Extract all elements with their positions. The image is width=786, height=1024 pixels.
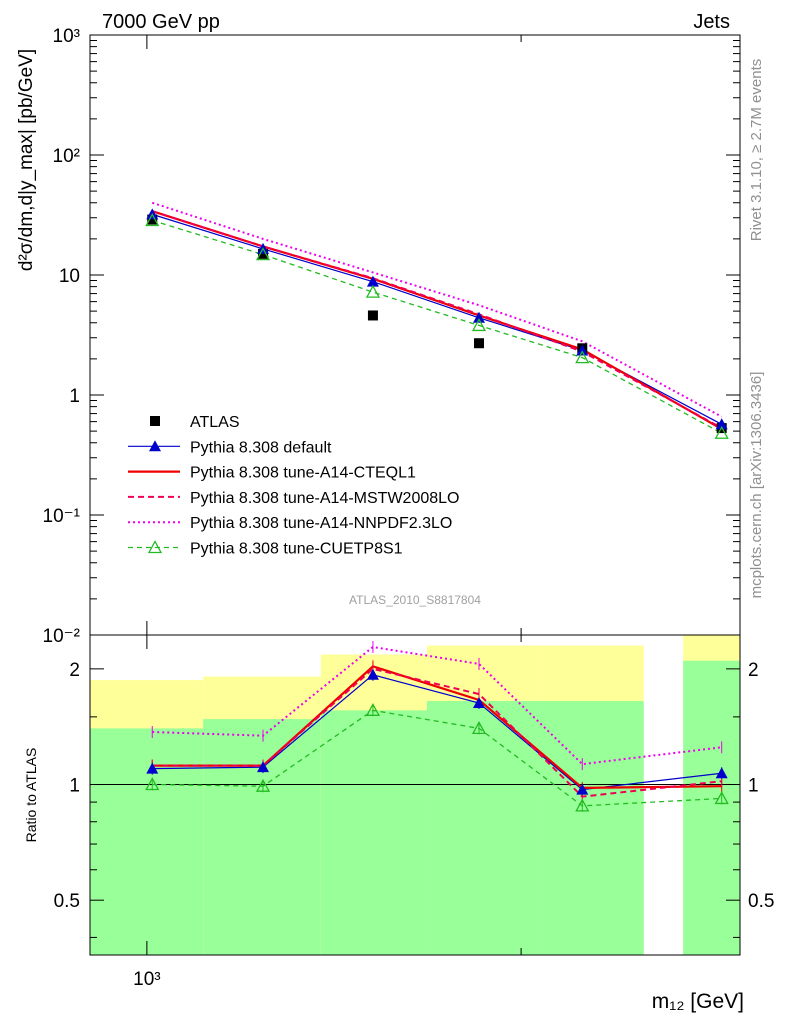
band-inner-4 (537, 700, 644, 955)
main-y-tick-label: 10⁻¹ (43, 506, 81, 527)
band-inner-0 (90, 728, 204, 955)
ratio-point-default-2 (366, 668, 379, 680)
point-default-2 (366, 275, 379, 287)
ratio-point-cuetp8s1-2 (365, 702, 381, 716)
band-inner-5 (683, 660, 740, 955)
ratio-frame (89, 634, 741, 956)
ratio-line-cuetp8s1 (152, 709, 722, 807)
ratio-point-default-1 (257, 761, 270, 773)
point-default-4 (576, 344, 589, 356)
point-data-3 (474, 338, 485, 349)
main-line-nnpdf (151, 201, 723, 418)
header-left: 7000 GeV pp (102, 11, 220, 33)
main-y-tick-label: 10² (53, 146, 80, 167)
main-line-mstw (151, 210, 723, 429)
band-inner-3 (426, 700, 538, 955)
legend-label-cuetp8s1: Pythia 8.308 tune-CUETP8S1 (190, 541, 403, 558)
legend-marker-default (149, 440, 161, 452)
point-default-5 (715, 418, 728, 430)
x-axis-label: m₁₂ [GeV] (652, 990, 744, 1013)
point-cuetp8s1-0 (145, 213, 160, 227)
legend-label-data: ATLAS (190, 414, 240, 431)
mcplots-text: mcplots.cern.ch [arXiv:1306.3436] (748, 372, 765, 599)
main-line-cuetp8s1 (152, 219, 723, 434)
point-cuetp8s1-5 (714, 425, 729, 439)
main-y-tick-label: 10⁻² (43, 626, 81, 647)
point-cuetp8s1-3 (471, 318, 487, 332)
point-cuetp8s1-1 (255, 247, 271, 261)
point-default-3 (473, 311, 486, 323)
legend-label-mstw: Pythia 8.308 tune-A14-MSTW2008LO (190, 490, 459, 507)
analysis-id: ATLAS_2010_S8817804 (349, 593, 481, 607)
ratio-y-tick-label: 1 (69, 776, 80, 797)
header-right: Jets (693, 11, 730, 33)
main-y-tick-label: 1 (69, 386, 80, 407)
legend-label-cteql1: Pythia 8.308 tune-A14-CTEQL1 (190, 465, 416, 482)
data-points (145, 208, 729, 812)
legend-marker-cuetp8s1 (147, 540, 163, 554)
legend: ATLAS Pythia 8.308 default Pythia 8.308 tu… (128, 414, 459, 558)
rivet-text: Rivet 3.1.10, ≥ 2.7M events (748, 59, 765, 242)
axes-frames (89, 34, 741, 956)
ratio-y-label: Ratio to ATLAS (23, 748, 39, 843)
main-line-default (152, 213, 722, 425)
ratio-point-cuetp8s1-3 (471, 721, 487, 735)
ratio-point-cuetp8s1-5 (714, 791, 729, 805)
legend-marker-data (150, 416, 160, 426)
axis-ticks: 10⁻² 10⁻¹ 1 10 10² 10³ 10³ 0.5 0.5 1 1 2 2 (43, 26, 775, 990)
ratio-point-default-0 (146, 762, 159, 774)
main-y-label: d²σ/dm,d|y_max| [pb/GeV] (16, 49, 37, 271)
ratio-point-cuetp8s1-4 (575, 798, 590, 812)
ratio-point-default-5 (715, 767, 728, 779)
ratio-point-cuetp8s1-1 (255, 778, 271, 792)
ratio-point-default-4 (576, 783, 589, 795)
x-tick-label: 10³ (133, 969, 160, 990)
band-inner-1 (203, 719, 321, 955)
ratio-line-nnpdf (152, 645, 722, 766)
point-data-0 (147, 214, 158, 225)
band-inner-2 (320, 710, 427, 955)
point-cuetp8s1-2 (365, 284, 381, 298)
main-y-tick-label: 10³ (53, 26, 80, 47)
main-line-cteql1 (151, 210, 723, 431)
main-y-tick-label: 10 (59, 266, 80, 287)
ratio-point-cuetp8s1-0 (145, 777, 160, 791)
ratio-y-tick-label-right: 2 (748, 660, 759, 681)
point-data-2 (367, 310, 378, 321)
ratio-line-mstw (152, 667, 722, 798)
legend-label-default: Pythia 8.308 default (190, 439, 332, 456)
ratio-y-tick-label-right: 1 (748, 776, 759, 797)
ratio-y-tick-label: 0.5 (54, 891, 80, 912)
main-frame (89, 34, 741, 636)
ratio-point-default-3 (473, 696, 486, 708)
ratio-bands (90, 635, 740, 955)
ratio-y-tick-label: 2 (69, 660, 80, 681)
point-cuetp8s1-4 (575, 350, 590, 364)
legend-label-nnpdf: Pythia 8.308 tune-A14-NNPDF2.3LO (190, 515, 452, 532)
ratio-y-tick-label-right: 0.5 (748, 891, 774, 912)
